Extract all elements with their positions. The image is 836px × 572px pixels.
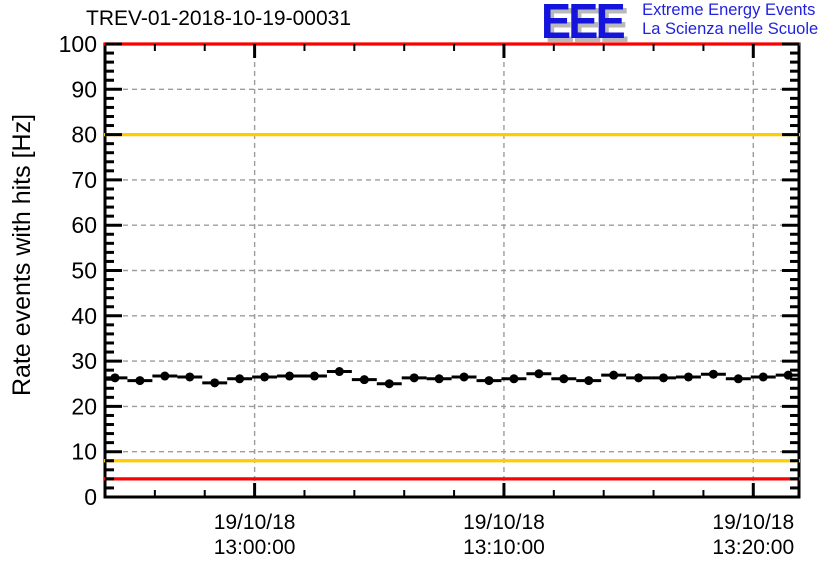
x-tick-time-label: 13:10:00 <box>463 536 545 559</box>
y-tick-label: 40 <box>71 303 97 329</box>
data-point-marker <box>334 367 344 377</box>
eee-logo-line1: Extreme Energy Events <box>642 1 816 19</box>
data-point-marker <box>235 374 245 384</box>
data-point-marker <box>584 376 594 386</box>
data-point-marker <box>484 376 494 386</box>
data-point-marker <box>409 373 419 383</box>
data-point-marker <box>659 373 669 383</box>
x-tick-time-label: 13:20:00 <box>712 536 794 559</box>
y-tick-label: 30 <box>71 348 97 374</box>
eee-logo: EEE Extreme Energy Events La Scienza nel… <box>541 0 818 49</box>
threshold-lines <box>104 42 800 481</box>
data-point-marker <box>459 372 469 382</box>
data-point-marker <box>708 369 718 379</box>
gridlines <box>105 44 799 497</box>
data-point-marker <box>384 379 394 389</box>
y-tick-labels: 0 10 20 30 40 50 60 70 80 90 100 <box>59 31 97 510</box>
x-tick-time-label: 13:00:00 <box>214 536 296 559</box>
data-point-marker <box>185 372 195 382</box>
data-point-marker <box>309 371 319 381</box>
data-point-marker <box>783 370 793 380</box>
y-tick-label: 100 <box>59 31 97 57</box>
data-point-marker <box>160 371 170 381</box>
data-point-marker <box>758 372 768 382</box>
data-point-marker <box>434 374 444 384</box>
y-tick-label: 70 <box>71 167 97 193</box>
x-tick-date-label: 19/10/18 <box>463 511 545 534</box>
data-point-marker <box>634 373 644 383</box>
data-point-marker <box>683 372 693 382</box>
y-tick-label: 60 <box>71 212 97 238</box>
eee-logo-line2: La Scienza nelle Scuole <box>642 20 819 38</box>
eee-logo-text: Extreme Energy Events La Scienza nelle S… <box>642 0 818 39</box>
x-tick-date-label: 19/10/18 <box>712 511 794 534</box>
y-tick-label: 80 <box>71 122 97 148</box>
eee-logo-acronym: EEE <box>541 0 626 49</box>
data-point-marker <box>135 376 145 386</box>
x-tick-date-label: 19/10/18 <box>214 511 296 534</box>
data-series-rate-events-with-hits <box>105 367 799 389</box>
data-point-marker <box>285 371 295 381</box>
data-point-marker <box>210 378 220 388</box>
y-tick-label: 50 <box>71 258 97 284</box>
x-tick-labels: 19/10/1813:00:0019/10/1813:10:0019/10/18… <box>214 511 794 559</box>
data-point-marker <box>509 374 519 384</box>
data-point-marker <box>609 370 619 380</box>
y-tick-label: 20 <box>71 393 97 419</box>
chart-title: TREV-01-2018-10-19-00031 <box>86 7 352 30</box>
data-point-marker <box>534 369 544 379</box>
data-point-marker <box>733 374 743 384</box>
y-tick-label: 10 <box>71 439 97 465</box>
data-point-marker <box>260 372 270 382</box>
y-tick-label: 90 <box>71 76 97 102</box>
data-point-marker <box>110 373 120 383</box>
data-point-marker <box>359 375 369 385</box>
y-tick-label: 0 <box>84 484 97 510</box>
axis-ticks <box>105 42 799 499</box>
data-point-marker <box>559 374 569 384</box>
